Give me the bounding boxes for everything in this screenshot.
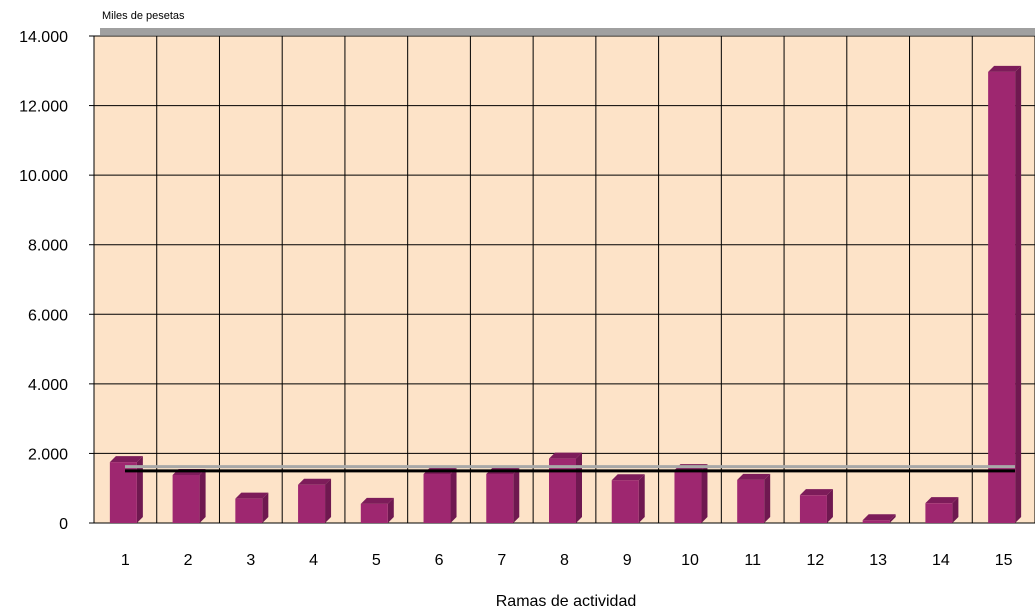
bar-6 [423, 467, 457, 523]
bar-side [826, 489, 833, 523]
bar-face [486, 473, 514, 523]
y-tick-label: 10.000 [19, 168, 68, 185]
bar-2 [172, 468, 206, 523]
x-tick-label: 11 [744, 552, 761, 569]
bar-face [235, 498, 263, 523]
y-tick-label: 0 [59, 516, 68, 533]
y-tick-labels: 0 2.000 4.000 6.000 8.000 10.000 12.000 14.000 [19, 29, 68, 533]
bar-top [988, 65, 1022, 72]
bar-face [360, 503, 388, 523]
bar-side [701, 464, 708, 523]
bar-side [1015, 65, 1022, 523]
plot-area [94, 36, 1035, 523]
bar-face [799, 495, 827, 523]
bar-8 [549, 452, 582, 523]
bar-face [172, 474, 200, 523]
y-tick-label: 6.000 [28, 307, 68, 324]
x-axis-title: Ramas de actividad [496, 593, 637, 610]
bar-side [952, 497, 959, 523]
x-tick-label: 2 [184, 552, 193, 569]
bar-side [576, 452, 582, 523]
x-tick-label: 7 [497, 552, 506, 569]
bar-side [450, 467, 457, 523]
bar-top [109, 456, 143, 463]
x-tick-label: 8 [560, 552, 569, 569]
bar-top [549, 452, 582, 459]
x-tick-label: 6 [435, 552, 444, 569]
bar-3 [235, 492, 269, 523]
bar-11 [737, 473, 771, 523]
bar-top [611, 474, 645, 481]
bar-top [360, 497, 394, 504]
bar-side [136, 456, 143, 523]
y-tick-label: 14.000 [19, 29, 68, 46]
bar-face [423, 473, 451, 523]
bar-face [298, 484, 326, 523]
bar-top [298, 478, 332, 485]
bar-side [638, 474, 645, 523]
bar-13 [862, 514, 896, 523]
x-tick-label: 15 [995, 552, 1013, 569]
x-tick-label: 3 [246, 552, 255, 569]
y-tick-label: 8.000 [28, 238, 68, 255]
bar-top [737, 473, 771, 480]
bar-top [862, 514, 896, 521]
bar-top [235, 492, 269, 499]
bar-12 [799, 489, 833, 523]
bar-side [387, 497, 394, 523]
bar-top [925, 497, 959, 504]
x-tick-label: 14 [932, 552, 950, 569]
x-tick-labels: 1 2 3 4 5 6 7 8 9 10 11 12 13 14 15 [121, 552, 1013, 569]
x-tick-label: 12 [807, 552, 825, 569]
x-tick-label: 4 [309, 552, 318, 569]
bar-14 [925, 497, 959, 523]
x-tick-label: 1 [121, 552, 130, 569]
y-tick-label: 2.000 [28, 446, 68, 463]
y-tick-label: 4.000 [28, 377, 68, 394]
bar-top [799, 489, 833, 496]
y-tick-label: 12.000 [19, 99, 68, 116]
bar-side [262, 492, 269, 523]
y-axis-unit-label: Miles de pesetas [102, 10, 185, 22]
bar-4 [298, 478, 332, 523]
plot-top-border [100, 28, 1035, 35]
bar-side [199, 468, 206, 523]
bar-face [737, 479, 765, 523]
bar-7 [486, 467, 520, 523]
x-tick-label: 13 [869, 552, 887, 569]
bar-9 [611, 474, 645, 523]
bar-side [513, 467, 520, 523]
bar-side [325, 478, 332, 523]
x-tick-label: 5 [372, 552, 381, 569]
reference-lines [125, 465, 1015, 473]
bar-face [925, 503, 953, 523]
bar-side [764, 473, 771, 523]
bar-face [988, 71, 1016, 523]
bar-15 [988, 65, 1022, 523]
bar-5 [360, 497, 394, 523]
bar-10 [674, 464, 708, 523]
bar-face [674, 470, 702, 523]
x-tick-label: 9 [623, 552, 632, 569]
bar-side [889, 514, 896, 523]
bar-face [862, 520, 890, 523]
bar-face [549, 458, 576, 523]
x-tick-label: 10 [681, 552, 699, 569]
bar-face [611, 480, 639, 523]
